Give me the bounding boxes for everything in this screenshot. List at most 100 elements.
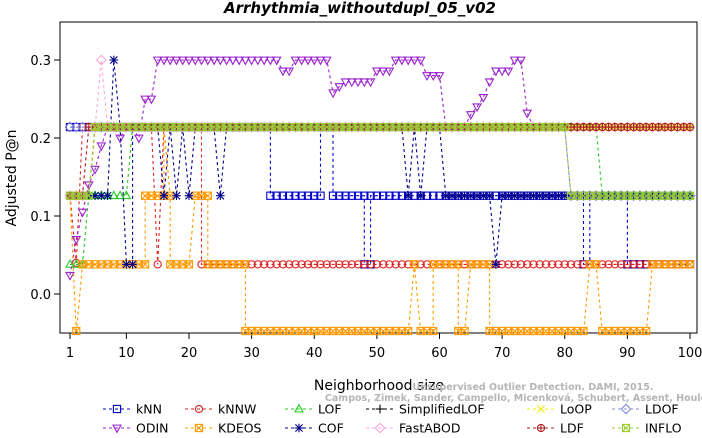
data-point: [503, 67, 514, 77]
data-point: [296, 56, 307, 66]
legend-swatch-marker: [294, 403, 304, 413]
data-point: [397, 56, 407, 66]
credit-line-1: Unsupervised Outlier Detection. DAMI, 20…: [413, 382, 654, 393]
data-point: [291, 191, 300, 200]
data-point: [490, 67, 501, 77]
data-point: [109, 55, 119, 65]
data-point: [108, 190, 119, 200]
data-point: [366, 260, 375, 269]
legend-label: INFLO: [645, 421, 682, 435]
data-point: [610, 260, 619, 269]
data-point: [84, 191, 93, 200]
y-tick-label: 0.3: [30, 54, 51, 69]
data-point: [90, 165, 100, 175]
data-point: [516, 56, 526, 66]
data-point: [434, 72, 445, 82]
data-point: [685, 122, 695, 132]
data-point: [259, 56, 270, 66]
legend-swatch-marker: [112, 404, 122, 414]
data-point: [190, 56, 201, 66]
legend-swatch-marker: [112, 424, 122, 434]
x-tick-label: 50: [369, 346, 386, 361]
data-point: [83, 181, 94, 191]
data-point: [509, 56, 520, 66]
data-point: [623, 260, 632, 269]
legend-label: KDEOS: [218, 421, 262, 435]
data-point: [685, 191, 695, 200]
data-point: [72, 326, 81, 336]
data-point: [416, 260, 425, 269]
legend-swatch-marker: [194, 423, 204, 433]
series-odin: [65, 56, 539, 281]
data-point: [404, 326, 413, 336]
x-tick-label: 90: [619, 346, 636, 361]
data-point: [241, 260, 250, 269]
legend-label: FastABOD: [399, 421, 461, 435]
data-point: [403, 56, 414, 66]
legend-label: ODIN: [136, 421, 169, 435]
data-point: [310, 260, 319, 269]
data-point: [404, 260, 413, 269]
data-point: [65, 271, 75, 281]
data-point: [516, 260, 526, 269]
data-point: [403, 191, 413, 201]
data-point: [209, 56, 219, 66]
series-layer: [64, 54, 696, 336]
data-point: [159, 56, 169, 66]
legend-swatch-marker: [375, 404, 385, 414]
data-point: [303, 56, 313, 66]
series-line: [69, 126, 690, 265]
legend-swatch-marker: [374, 422, 386, 434]
y-axis-label: Adjusted P@n: [4, 129, 20, 226]
data-point: [366, 191, 375, 200]
data-point: [215, 56, 226, 66]
series-cof: [65, 55, 695, 269]
data-point: [121, 190, 132, 200]
data-point: [272, 260, 281, 269]
legend-swatch-marker: [537, 405, 545, 413]
data-point: [297, 191, 306, 200]
data-point: [309, 56, 320, 66]
legend: kNN kNNW LOF SimplifiedLOF LoOP LDOF ODIN KDEOS…: [103, 402, 682, 436]
series-kdeos: [65, 122, 695, 336]
data-point: [447, 191, 457, 201]
legend-label: LDOF: [645, 402, 679, 417]
data-point: [303, 191, 313, 200]
series-line: [70, 59, 690, 265]
data-point: [497, 67, 508, 77]
data-point: [390, 56, 401, 66]
data-point: [165, 56, 176, 66]
data-point: [604, 260, 613, 269]
data-point: [221, 56, 232, 66]
data-point: [360, 191, 369, 200]
legend-swatch-marker: [194, 404, 204, 414]
data-point: [240, 56, 251, 66]
data-point: [285, 191, 294, 200]
data-point: [315, 56, 326, 66]
data-point: [184, 191, 194, 201]
data-point: [171, 56, 182, 66]
data-point: [360, 260, 369, 269]
data-point: [184, 260, 194, 269]
legend-item-knn: kNN: [103, 402, 162, 417]
data-point: [642, 326, 651, 336]
data-point: [246, 56, 257, 66]
data-point: [353, 191, 363, 200]
data-point: [297, 260, 306, 269]
legend-item-simplifiedlof: SimplifiedLOF: [366, 402, 485, 417]
legend-label: LoOP: [560, 402, 592, 417]
legend-swatch-marker: [536, 423, 546, 433]
data-point: [316, 260, 325, 269]
data-point: [523, 260, 532, 269]
data-point: [460, 191, 469, 201]
x-tick-label: 10: [118, 346, 135, 361]
data-point: [422, 260, 432, 269]
series-line: [69, 59, 534, 276]
data-point: [347, 191, 356, 200]
data-point: [472, 191, 482, 201]
data-point: [535, 260, 544, 269]
data-point: [271, 56, 282, 66]
data-point: [334, 83, 345, 92]
data-point: [422, 72, 432, 82]
x-tick-label: 30: [243, 346, 260, 361]
